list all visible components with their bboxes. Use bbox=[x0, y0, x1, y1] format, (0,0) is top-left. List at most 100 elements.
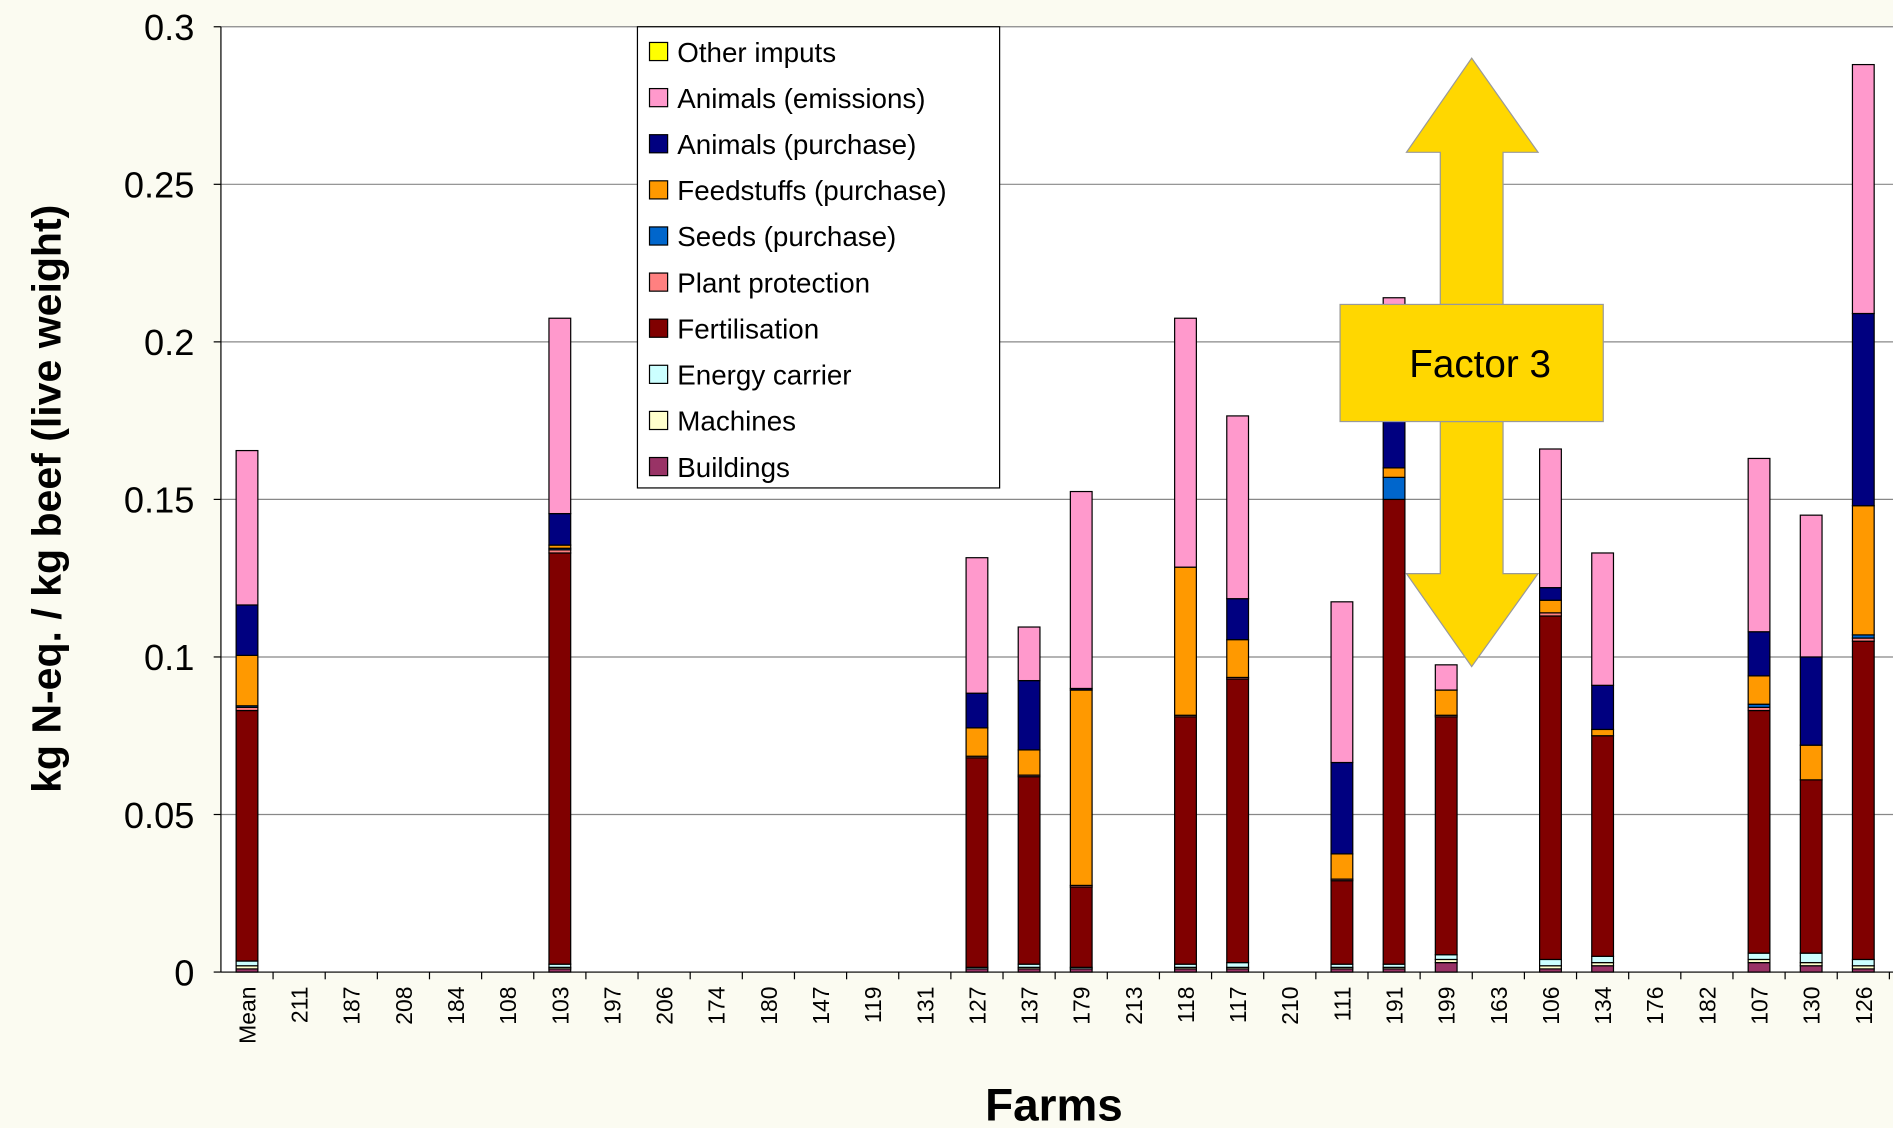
bar-segment bbox=[1799, 965, 1823, 973]
bar-segment bbox=[1799, 952, 1823, 964]
legend-label: Other imputs bbox=[677, 37, 836, 68]
legend-label: Energy carrier bbox=[677, 360, 851, 391]
x-tick-label: 111 bbox=[1329, 987, 1355, 1022]
legend-label: Machines bbox=[677, 406, 796, 437]
bar-segment bbox=[1747, 457, 1771, 633]
legend-label: Feedstuffs (purchase) bbox=[677, 175, 946, 206]
x-tick-label: 187 bbox=[339, 987, 365, 1025]
x-tick-label: 130 bbox=[1799, 987, 1825, 1025]
ticks: 0 0.05 0.1 0.15 0.2 0.25 0.3 Mean 211 187 208 184 10… bbox=[124, 7, 1890, 1044]
bar-segment bbox=[548, 317, 572, 515]
y-tick-label: 0.05 bbox=[124, 795, 194, 836]
bar-segment bbox=[235, 654, 259, 707]
y-tick-label: 0.15 bbox=[124, 480, 194, 521]
x-tick-label: 103 bbox=[547, 987, 573, 1025]
legend-box bbox=[636, 26, 1001, 489]
bar-segment bbox=[1382, 467, 1406, 478]
bar-segment bbox=[1226, 639, 1250, 679]
x-tick-label: 179 bbox=[1069, 987, 1095, 1025]
legend: Buildings Machines Energy carrier Fertilisa… bbox=[636, 26, 1001, 489]
bar-segment bbox=[965, 727, 989, 757]
arrow-down bbox=[1405, 420, 1540, 668]
y-tick-label: 0.1 bbox=[144, 637, 194, 678]
bar-segment bbox=[1069, 689, 1093, 887]
bar-segment bbox=[1330, 761, 1354, 855]
bar-segment bbox=[1539, 599, 1562, 614]
bar-segment bbox=[1539, 448, 1562, 589]
bar-segment bbox=[1017, 776, 1041, 965]
bar-segment bbox=[1747, 952, 1771, 961]
y-axis-title: kg N-eq. / kg beef (live weight) bbox=[23, 205, 69, 793]
bar-segment bbox=[235, 709, 259, 962]
y-tick-label: 0 bbox=[174, 952, 194, 993]
bar-segment bbox=[1591, 728, 1615, 737]
bar-segment bbox=[235, 449, 259, 606]
bar-segment bbox=[1434, 716, 1458, 956]
legend-label: Fertilisation bbox=[677, 313, 819, 344]
bar-segment bbox=[1382, 498, 1406, 965]
y-tick-label: 0.25 bbox=[124, 165, 194, 206]
x-tick-label: 131 bbox=[912, 987, 938, 1025]
x-tick-label: 182 bbox=[1694, 987, 1720, 1025]
bar-segment bbox=[548, 512, 572, 546]
x-tick-label: 210 bbox=[1277, 987, 1303, 1025]
bar-segment bbox=[1591, 735, 1615, 957]
bar-segment bbox=[965, 757, 989, 968]
y-tick-label: 0.3 bbox=[144, 7, 194, 48]
bar-segment bbox=[1591, 552, 1615, 686]
legend-label: Buildings bbox=[677, 452, 790, 483]
bar-segment bbox=[1851, 958, 1875, 967]
bar-segment bbox=[1799, 514, 1823, 658]
x-tick-label: 197 bbox=[599, 987, 625, 1025]
bar-segment bbox=[1851, 312, 1875, 507]
x-tick-label: 108 bbox=[495, 987, 521, 1025]
x-axis-title: Farms bbox=[985, 1079, 1123, 1128]
x-tick-label: 163 bbox=[1486, 987, 1512, 1025]
bar-segment bbox=[1226, 415, 1250, 600]
bar-segment bbox=[1747, 709, 1771, 954]
x-tick-label: 117 bbox=[1225, 987, 1251, 1024]
bar-segment bbox=[1174, 566, 1197, 716]
bar-segment bbox=[1330, 853, 1354, 880]
bar-segment bbox=[1799, 744, 1823, 781]
bar-segment bbox=[1069, 490, 1093, 690]
bar-segment bbox=[1382, 476, 1406, 501]
bar-segment bbox=[1434, 689, 1458, 716]
bar-segment bbox=[1799, 779, 1823, 954]
x-tick-label: 184 bbox=[443, 986, 469, 1024]
bar-segment bbox=[1226, 678, 1250, 964]
bar-segment bbox=[1017, 679, 1041, 751]
bar-segment bbox=[1539, 587, 1562, 601]
bar-segment bbox=[1226, 598, 1250, 641]
x-tick-label: 118 bbox=[1173, 987, 1199, 1024]
bar-segment bbox=[235, 604, 259, 656]
bar-segment bbox=[1747, 675, 1771, 705]
x-tick-label: 126 bbox=[1851, 987, 1877, 1025]
bars bbox=[235, 63, 1875, 973]
legend-label: Animals (purchase) bbox=[677, 129, 916, 160]
x-tick-label: 134 bbox=[1590, 986, 1616, 1024]
x-tick-label: 174 bbox=[704, 986, 730, 1024]
bar-segment bbox=[1591, 955, 1615, 964]
legend-swatch bbox=[648, 410, 669, 431]
bar-segment bbox=[1330, 880, 1354, 965]
x-tick-label: 137 bbox=[1017, 987, 1043, 1025]
bar-segment bbox=[1434, 962, 1458, 973]
x-tick-label: 199 bbox=[1434, 987, 1460, 1025]
bar-segment bbox=[1174, 317, 1197, 568]
annotation: Factor 3 bbox=[1409, 343, 1551, 386]
x-tick-label: 106 bbox=[1538, 987, 1564, 1025]
legend-swatch bbox=[648, 456, 669, 477]
legend-swatch bbox=[648, 272, 669, 292]
bar-segment bbox=[1851, 505, 1875, 636]
legend-label: Animals (emissions) bbox=[677, 83, 925, 114]
x-tick-label: 147 bbox=[808, 987, 834, 1025]
x-tick-label: 127 bbox=[964, 987, 990, 1025]
x-tick-label: 176 bbox=[1642, 987, 1668, 1025]
legend-label: Seeds (purchase) bbox=[677, 221, 896, 252]
bar-segment bbox=[1591, 684, 1615, 731]
bar-segment bbox=[1539, 958, 1562, 967]
x-tick-label: 213 bbox=[1121, 987, 1147, 1025]
